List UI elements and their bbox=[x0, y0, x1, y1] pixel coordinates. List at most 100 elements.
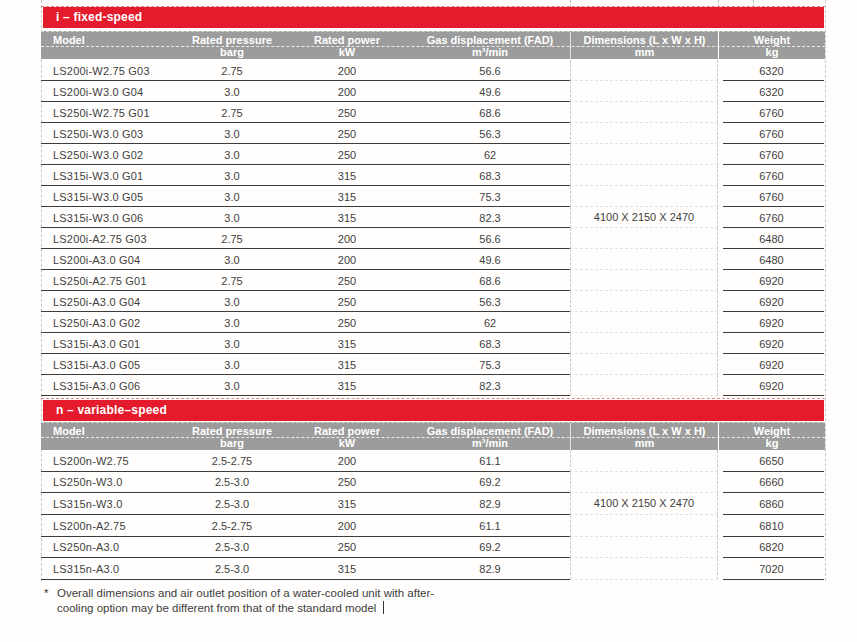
table-row: LS250i-A2.75 G012.7525068.66920 bbox=[41, 270, 825, 291]
col-unit-dimensions: mm bbox=[570, 438, 718, 450]
cell-fad: 56.3 bbox=[410, 291, 570, 312]
table-row: LS200i-W3.0 G043.020049.66320 bbox=[41, 81, 825, 102]
cell-dimensions bbox=[570, 123, 718, 144]
cell-dimensions bbox=[570, 450, 718, 472]
cell-model: LS315n-W3.0 bbox=[41, 493, 180, 515]
cell-weight: 6320 bbox=[718, 60, 825, 81]
col-unit-fad: m³/min bbox=[410, 438, 570, 450]
cell-pressure: 3.0 bbox=[180, 81, 284, 102]
cell-model: LS250i-W2.75 G01 bbox=[41, 102, 180, 123]
cell-weight: 6820 bbox=[718, 537, 825, 559]
cell-model: LS200i-W3.0 G04 bbox=[41, 81, 180, 102]
cell-power: 315 bbox=[284, 493, 410, 515]
cell-pressure: 2.75 bbox=[180, 60, 284, 81]
cell-dimensions bbox=[570, 472, 718, 494]
cell-weight: 6660 bbox=[718, 472, 825, 494]
cell-weight: 6920 bbox=[718, 291, 825, 312]
table-row: LS250n-W3.02.5-3.025069.26660 bbox=[41, 472, 825, 494]
table-body-fixed: LS200i-W2.75 G032.7520056.66320LS200i-W3… bbox=[41, 60, 825, 396]
cell-weight: 6920 bbox=[718, 270, 825, 291]
cell-model: LS250i-A3.0 G02 bbox=[41, 312, 180, 333]
table-row: LS200n-A2.752.5-2.7520061.16810 bbox=[41, 515, 825, 537]
cell-model: LS200i-A2.75 G03 bbox=[41, 228, 180, 249]
cell-weight: 6860 bbox=[718, 493, 825, 515]
cell-dimensions bbox=[570, 558, 718, 580]
cell-model: LS250i-W3.0 G03 bbox=[41, 123, 180, 144]
cell-dimensions bbox=[570, 270, 718, 291]
col-header-model: Model bbox=[41, 32, 180, 48]
cell-weight: 6760 bbox=[718, 207, 825, 228]
cell-dimensions bbox=[570, 186, 718, 207]
cell-weight: 6760 bbox=[718, 165, 825, 186]
section-banner-variable-speed: n – variable–speed bbox=[43, 400, 824, 421]
cell-pressure: 2.75 bbox=[180, 102, 284, 123]
cell-power: 200 bbox=[284, 228, 410, 249]
cell-weight: 6650 bbox=[718, 450, 825, 472]
col-unit-pressure: barg bbox=[180, 47, 284, 59]
cell-model: LS200i-W2.75 G03 bbox=[41, 60, 180, 81]
cell-fad: 68.6 bbox=[410, 270, 570, 291]
cell-pressure: 3.0 bbox=[180, 186, 284, 207]
col-unit-weight: kg bbox=[718, 47, 825, 59]
col-unit-blank bbox=[41, 47, 180, 59]
cell-model: LS315i-A3.0 G06 bbox=[41, 375, 180, 396]
cell-model: LS250n-W3.0 bbox=[41, 472, 180, 494]
col-unit-power: kW bbox=[284, 47, 410, 59]
footnote-marker: * bbox=[44, 586, 48, 601]
cell-weight: 6760 bbox=[718, 123, 825, 144]
cell-dimensions bbox=[570, 144, 718, 165]
table-header-fixed: Model Rated pressure Rated power Gas dis… bbox=[41, 31, 825, 59]
cell-power: 315 bbox=[284, 354, 410, 375]
cell-fad: 56.3 bbox=[410, 123, 570, 144]
section-top-rule bbox=[41, 398, 825, 399]
dimensions-value-fixed: 4100 X 2150 X 2470 bbox=[570, 207, 718, 228]
cell-fad: 75.3 bbox=[410, 186, 570, 207]
cell-fad: 82.9 bbox=[410, 558, 570, 580]
cell-dimensions bbox=[570, 81, 718, 102]
cell-fad: 61.1 bbox=[410, 515, 570, 537]
cell-power: 200 bbox=[284, 60, 410, 81]
cell-pressure: 2.75 bbox=[180, 270, 284, 291]
cell-fad: 49.6 bbox=[410, 81, 570, 102]
cell-fad: 49.6 bbox=[410, 249, 570, 270]
cell-power: 315 bbox=[284, 375, 410, 396]
cell-power: 315 bbox=[284, 186, 410, 207]
col-unit-power: kW bbox=[284, 438, 410, 450]
cell-power: 250 bbox=[284, 270, 410, 291]
cell-model: LS200n-A2.75 bbox=[41, 515, 180, 537]
cell-power: 200 bbox=[284, 450, 410, 472]
cell-model: LS250i-W3.0 G02 bbox=[41, 144, 180, 165]
cell-pressure: 3.0 bbox=[180, 165, 284, 186]
cell-dimensions bbox=[570, 249, 718, 270]
cell-fad: 75.3 bbox=[410, 354, 570, 375]
cell-dimensions bbox=[570, 60, 718, 81]
cell-power: 250 bbox=[284, 312, 410, 333]
cell-pressure: 3.0 bbox=[180, 123, 284, 144]
cell-weight: 6920 bbox=[718, 354, 825, 375]
col-unit-blank bbox=[41, 438, 180, 450]
cell-fad: 69.2 bbox=[410, 472, 570, 494]
table-row: LS250i-A3.0 G023.0250626920 bbox=[41, 312, 825, 333]
cell-fad: 69.2 bbox=[410, 537, 570, 559]
cell-weight: 6480 bbox=[718, 249, 825, 270]
cell-power: 250 bbox=[284, 102, 410, 123]
table-row: LS250i-W3.0 G023.0250626760 bbox=[41, 144, 825, 165]
cell-dimensions bbox=[570, 228, 718, 249]
cell-pressure: 3.0 bbox=[180, 354, 284, 375]
cell-pressure: 2.5-3.0 bbox=[180, 558, 284, 580]
table-row: LS250i-W2.75 G012.7525068.66760 bbox=[41, 102, 825, 123]
cell-pressure: 3.0 bbox=[180, 249, 284, 270]
cell-pressure: 3.0 bbox=[180, 291, 284, 312]
col-unit-weight: kg bbox=[718, 438, 825, 450]
cell-fad: 56.6 bbox=[410, 228, 570, 249]
cell-weight: 6920 bbox=[718, 312, 825, 333]
table-row: LS315i-A3.0 G053.031575.36920 bbox=[41, 354, 825, 375]
table-row: LS250i-W3.0 G033.025056.36760 bbox=[41, 123, 825, 144]
cell-pressure: 3.0 bbox=[180, 144, 284, 165]
table-row: LS200i-A2.75 G032.7520056.66480 bbox=[41, 228, 825, 249]
cell-power: 200 bbox=[284, 515, 410, 537]
cell-dimensions bbox=[570, 537, 718, 559]
cell-pressure: 2.5-2.75 bbox=[180, 450, 284, 472]
cell-power: 250 bbox=[284, 537, 410, 559]
dimensions-value-variable: 4100 X 2150 X 2470 bbox=[570, 493, 718, 514]
